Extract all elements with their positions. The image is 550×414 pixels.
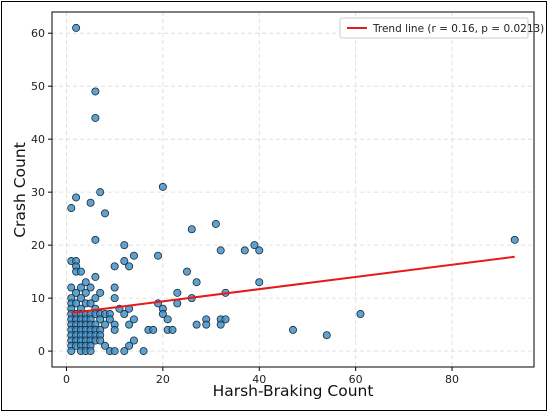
x-axis-label: Harsh-Braking Count — [213, 382, 374, 400]
x-tick-label: 60 — [349, 373, 363, 386]
x-tick-label: 20 — [156, 373, 170, 386]
data-point — [91, 272, 100, 281]
data-point — [216, 320, 225, 329]
data-point — [120, 310, 129, 319]
data-point — [101, 209, 110, 218]
data-point — [91, 113, 100, 122]
data-point — [72, 299, 81, 308]
y-tick-label: 60 — [31, 27, 45, 40]
trend-line — [71, 255, 515, 314]
data-point — [67, 347, 76, 356]
x-tick-label: 80 — [445, 373, 459, 386]
data-point — [120, 241, 129, 250]
data-point — [240, 246, 249, 255]
data-point — [86, 299, 95, 308]
plot-area — [51, 11, 535, 368]
data-point — [81, 288, 90, 297]
y-tick-label: 30 — [31, 186, 45, 199]
data-point — [158, 310, 167, 319]
data-points — [67, 23, 519, 356]
data-point — [110, 325, 119, 334]
data-point — [216, 246, 225, 255]
data-point — [250, 241, 259, 250]
data-point — [168, 325, 177, 334]
data-point — [173, 288, 182, 297]
data-point — [125, 341, 134, 350]
data-point — [76, 267, 85, 276]
data-point — [76, 283, 85, 292]
data-point — [110, 262, 119, 271]
data-point — [211, 219, 220, 228]
data-point — [129, 336, 138, 345]
legend-box — [339, 17, 529, 39]
data-point — [105, 315, 114, 324]
y-tick-label: 20 — [31, 239, 45, 252]
data-point — [101, 320, 110, 329]
data-point — [510, 235, 519, 244]
data-point — [356, 310, 365, 319]
data-point — [91, 87, 100, 96]
data-point — [255, 246, 264, 255]
data-point — [67, 204, 76, 213]
data-point — [182, 267, 191, 276]
data-point — [139, 347, 148, 356]
data-point — [86, 347, 95, 356]
data-point — [125, 262, 134, 271]
data-point — [255, 278, 264, 287]
data-point — [221, 315, 230, 324]
data-point — [72, 288, 81, 297]
x-tick-label: 40 — [252, 373, 266, 386]
data-point — [129, 251, 138, 260]
data-point — [96, 315, 105, 324]
y-tick-label: 0 — [38, 345, 45, 358]
data-point — [322, 331, 331, 340]
data-point — [96, 288, 105, 297]
axis-ticks: 0 20 40 60 80 0 10 20 30 40 50 60 — [31, 27, 459, 386]
data-point — [110, 283, 119, 292]
data-point — [91, 294, 100, 303]
data-point — [149, 325, 158, 334]
y-axis-label: Crash Count — [11, 142, 29, 238]
data-point — [120, 347, 129, 356]
data-point — [72, 193, 81, 202]
data-point — [129, 315, 138, 324]
data-point — [67, 283, 76, 292]
data-point — [72, 23, 81, 32]
data-point — [81, 278, 90, 287]
data-point — [173, 299, 182, 308]
data-point — [187, 225, 196, 234]
data-point — [120, 257, 129, 266]
data-point — [86, 283, 95, 292]
data-point — [96, 188, 105, 197]
data-point — [192, 278, 201, 287]
data-point — [125, 320, 134, 329]
grid-lines — [52, 12, 534, 367]
data-point — [154, 251, 163, 260]
data-point — [110, 294, 119, 303]
data-point — [288, 325, 297, 334]
data-point — [76, 294, 85, 303]
data-point — [202, 320, 211, 329]
data-point — [192, 320, 201, 329]
y-tick-label: 40 — [31, 133, 45, 146]
data-point — [101, 341, 110, 350]
y-tick-label: 10 — [31, 292, 45, 305]
data-point — [163, 315, 172, 324]
data-point — [96, 336, 105, 345]
x-tick-label: 0 — [63, 373, 70, 386]
data-point — [158, 182, 167, 191]
data-point — [86, 198, 95, 207]
data-point — [110, 347, 119, 356]
legend: Trend line (r = 0.16, p = 0.0213) — [339, 17, 544, 39]
legend-label: Trend line (r = 0.16, p = 0.0213) — [372, 23, 544, 35]
y-tick-label: 50 — [31, 80, 45, 93]
data-point — [91, 235, 100, 244]
